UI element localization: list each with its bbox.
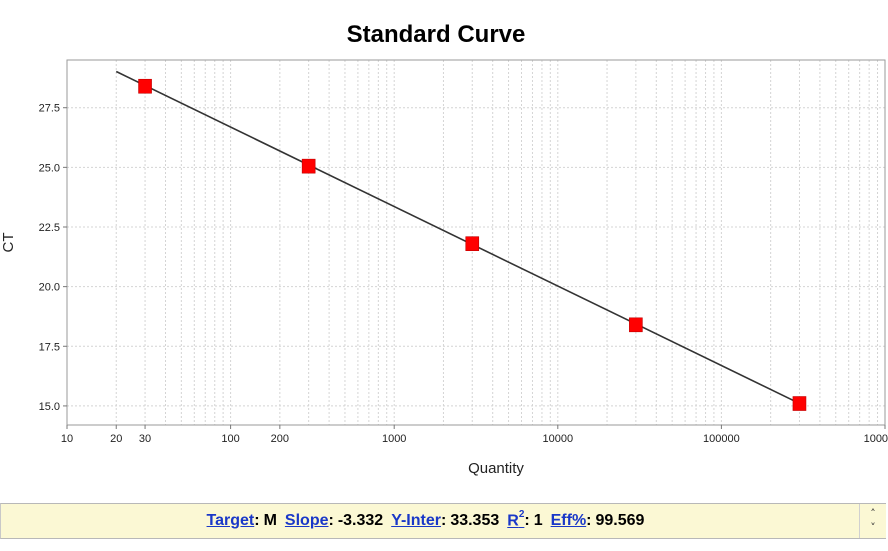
r-squared-value: 1: [533, 512, 543, 529]
chevron-down-icon[interactable]: ˅: [870, 521, 876, 534]
x-tick-label: 10: [61, 433, 73, 445]
y-tick-label: 20.0: [39, 282, 60, 294]
x-tick-label: 30: [139, 433, 151, 445]
eff-percent-link[interactable]: Eff%: [550, 512, 587, 529]
data-point: [792, 396, 807, 411]
chevron-up-icon[interactable]: ˄: [870, 507, 876, 520]
data-point: [301, 158, 316, 174]
fit-line: [115, 70, 800, 405]
eff-percent-value: 99.569: [595, 512, 645, 529]
plot-border: [66, 59, 886, 426]
x-tick-label: 100000: [703, 433, 740, 445]
y-tick-label: 22.5: [39, 222, 60, 234]
slope-value: -3.332: [337, 512, 384, 529]
x-tick-label: 10000: [543, 433, 574, 445]
slope-link[interactable]: Slope: [284, 512, 329, 529]
status-bar: Target: M Slope: -3.332 Y-Inter: 33.353 …: [0, 503, 886, 539]
x-tick-label: 100: [221, 433, 239, 445]
data-point: [138, 78, 152, 94]
chart-title: Standard Curve: [347, 21, 526, 48]
r-squared-link[interactable]: R2: [507, 509, 525, 530]
y-axis-label: CT: [0, 233, 17, 253]
y-inter-link[interactable]: Y-Inter: [391, 512, 441, 529]
fit-summary-line: Target: M Slope: -3.332 Y-Inter: 33.353 …: [206, 509, 645, 530]
target-value: M: [263, 512, 277, 529]
y-tick-label: 17.5: [39, 341, 60, 353]
x-tick-label: 20: [110, 433, 122, 445]
scroll-spinner[interactable]: ˄ ˅: [859, 504, 886, 538]
r-squared-sup: 2: [518, 509, 525, 521]
data-point: [465, 236, 480, 251]
standard-curve-chart: Standard Curve 15.0 17.5 20.0 22.5 25.0 27.5 10…: [0, 21, 888, 477]
r-squared-label: R: [507, 512, 519, 530]
y-tick-label: 25.0: [39, 162, 60, 174]
y-inter-value: 33.353: [450, 512, 500, 529]
y-tick-label: 27.5: [39, 103, 60, 115]
x-tick-label: 200: [271, 433, 289, 445]
x-axis-label: Quantity: [468, 460, 524, 477]
target-link[interactable]: Target: [206, 512, 255, 529]
chart-canvas: Standard Curve 15.0 17.5 20.0 22.5 25.0 27.5 10…: [0, 21, 888, 477]
x-tick-label: 1000000: [864, 433, 888, 445]
x-tick-label: 1000: [382, 433, 406, 445]
y-tick-label: 15.0: [39, 401, 60, 413]
data-point: [629, 317, 643, 333]
